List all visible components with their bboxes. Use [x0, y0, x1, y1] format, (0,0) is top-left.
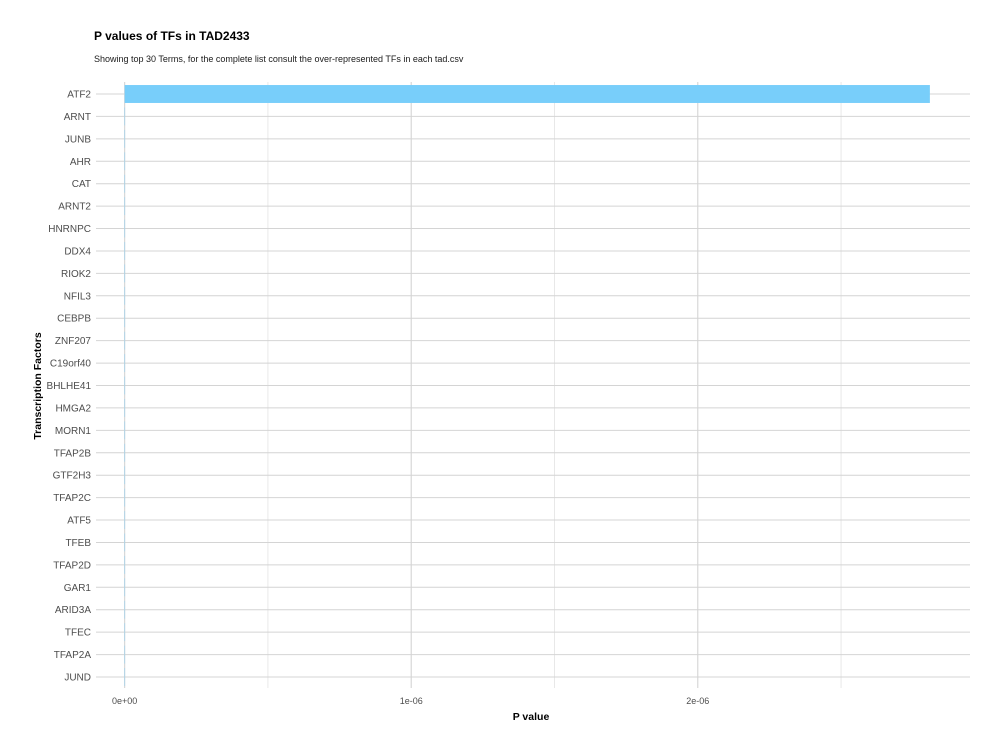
y-tick-label: ATF2	[67, 90, 91, 101]
y-tick-label: ATF5	[67, 516, 91, 527]
y-tick-label: BHLHE41	[47, 381, 92, 392]
y-tick-label: DDX4	[64, 246, 91, 257]
y-tick-label: MORN1	[55, 426, 92, 437]
y-tick-labels: ATF2 ARNT JUNB AHR CAT ARNT2 HNRNPC DDX4 RIOK2 NF…	[47, 90, 92, 684]
y-tick-label: NFIL3	[64, 291, 92, 302]
y-tick-label: CEBPB	[57, 314, 91, 325]
grid	[96, 82, 970, 688]
y-tick-label: GTF2H3	[53, 471, 92, 482]
y-tick-label: HNRNPC	[48, 224, 91, 235]
y-tick-label: HMGA2	[55, 403, 91, 414]
y-tick-label: C19orf40	[50, 359, 92, 370]
x-tick-label: 2e-06	[686, 696, 709, 706]
x-axis-title: P value	[513, 711, 550, 723]
y-tick-label: JUND	[64, 673, 91, 684]
x-tick-labels: 0e+00 1e-06 2e-06	[112, 696, 709, 706]
y-tick-label: GAR1	[64, 583, 92, 594]
y-tick-label: TFEB	[65, 538, 91, 549]
y-tick-label: ARNT2	[58, 202, 91, 213]
y-tick-label: TFAP2D	[53, 560, 91, 571]
y-tick-label: JUNB	[65, 134, 91, 145]
bars	[124, 85, 930, 686]
y-tick-label: ARID3A	[55, 605, 91, 616]
y-axis-title: Transcription Factors	[32, 332, 44, 440]
y-tick-label: AHR	[70, 157, 91, 168]
y-tick-label: CAT	[72, 179, 91, 190]
y-tick-label: TFEC	[65, 628, 91, 639]
y-tick-label: RIOK2	[61, 269, 91, 280]
y-tick-label: ZNF207	[55, 336, 92, 347]
y-tick-label: TFAP2A	[54, 650, 92, 661]
chart-subtitle: Showing top 30 Terms, for the complete l…	[94, 54, 464, 64]
bar	[124, 85, 930, 103]
y-tick-label: ARNT	[64, 112, 91, 123]
chart-title: P values of TFs in TAD2433	[94, 29, 250, 43]
x-tick-label: 1e-06	[400, 696, 423, 706]
y-tick-label: TFAP2B	[54, 448, 92, 459]
y-tick-label: TFAP2C	[53, 493, 91, 504]
x-tick-label: 0e+00	[112, 696, 137, 706]
